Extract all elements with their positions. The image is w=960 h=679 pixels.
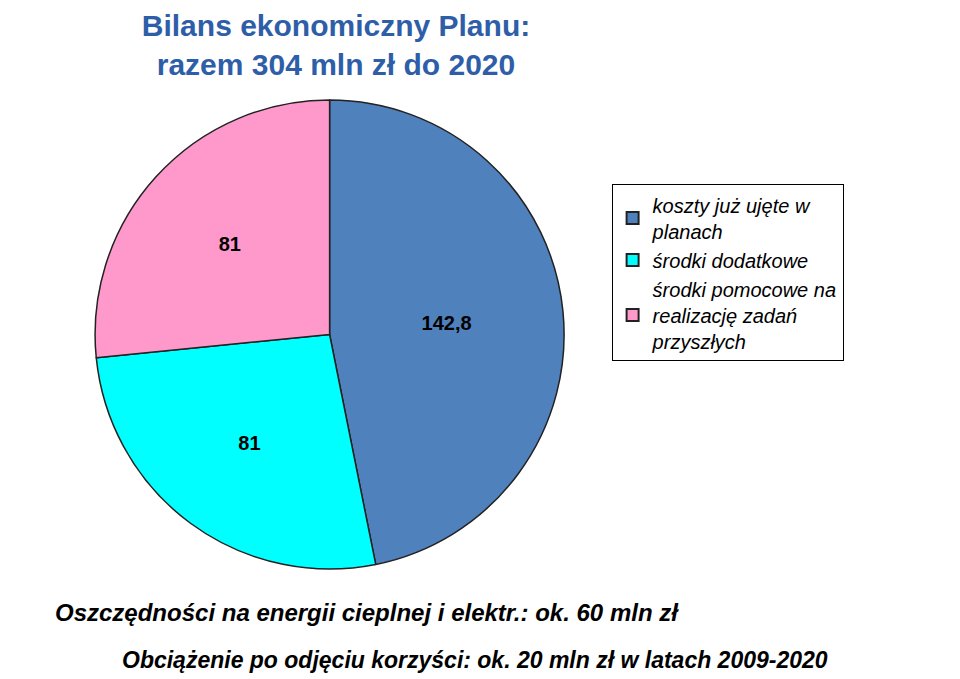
svg-text:koszty już ujęte wplanach: koszty już ujęte wplanach [652,195,811,243]
svg-text:81: 81 [238,432,260,454]
svg-text:142,8: 142,8 [422,312,472,334]
svg-text:Oszczędności na energii ciepln: Oszczędności na energii cieplnej i elekt… [55,599,679,626]
svg-text:środki pomocowe narealizację z: środki pomocowe narealizację zadańprzysz… [652,279,836,353]
svg-text:81: 81 [219,233,241,255]
svg-text:Obciążenie po odjęciu korzyści: Obciążenie po odjęciu korzyści: ok. 20 m… [122,647,828,673]
svg-text:Bilans ekonomiczny Planu:razem: Bilans ekonomiczny Planu:razem 304 mln z… [142,9,530,81]
svg-text:środki dodatkowe: środki dodatkowe [653,250,809,272]
